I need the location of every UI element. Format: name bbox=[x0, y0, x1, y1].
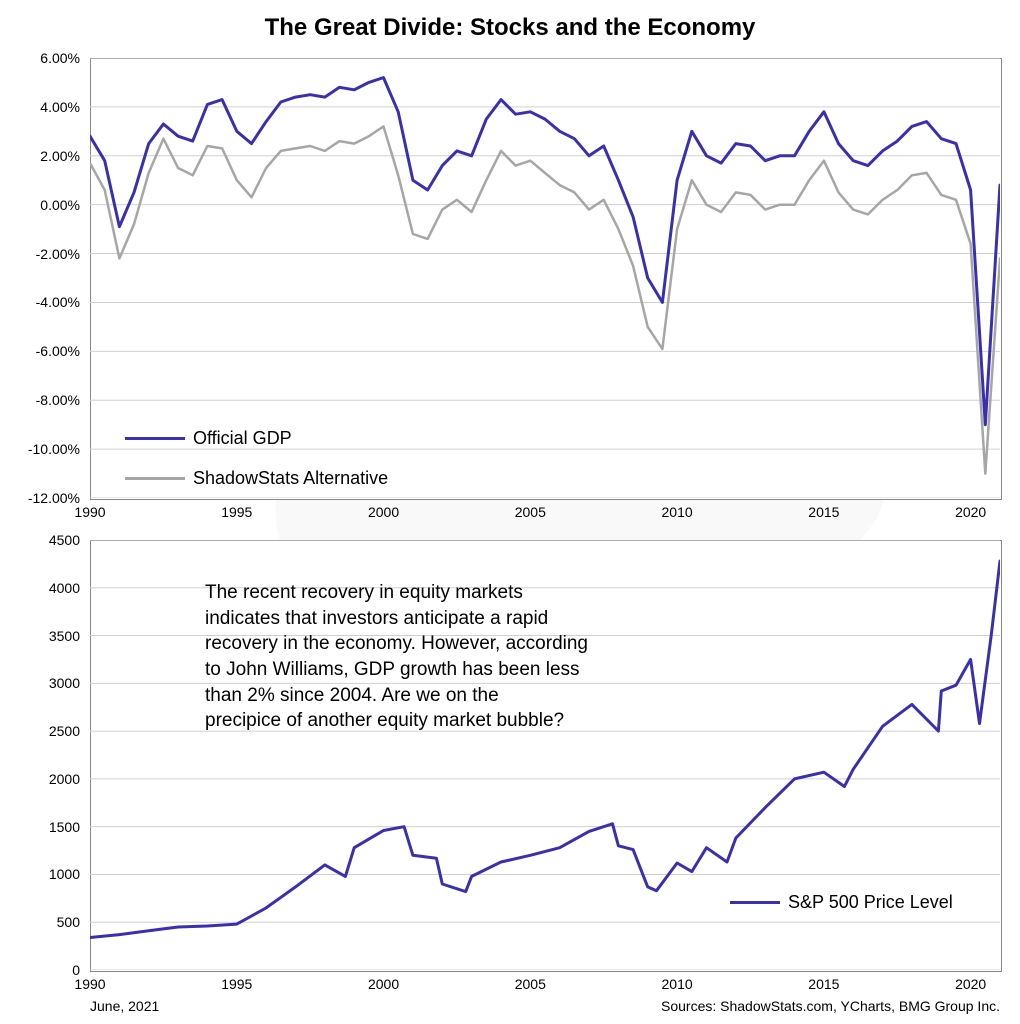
x-tick-label: 2005 bbox=[500, 976, 560, 992]
y-tick-label: 2000 bbox=[0, 771, 80, 787]
legend-official-gdp: Official GDP bbox=[125, 428, 292, 449]
legend-label: ShadowStats Alternative bbox=[193, 468, 388, 489]
series-shadowstats bbox=[90, 126, 1000, 473]
legend-swatch bbox=[125, 437, 185, 440]
y-tick-label: 3000 bbox=[0, 675, 80, 691]
x-tick-label: 2020 bbox=[941, 504, 1001, 520]
series-official-gdp bbox=[90, 78, 1000, 425]
bottom-chart-annotation: The recent recovery in equity markets in… bbox=[205, 580, 588, 734]
y-tick-label: 2.00% bbox=[0, 148, 80, 164]
y-tick-label: -4.00% bbox=[0, 294, 80, 310]
page-title: The Great Divide: Stocks and the Economy bbox=[0, 14, 1020, 42]
legend-swatch bbox=[125, 477, 185, 480]
x-tick-label: 1990 bbox=[60, 504, 120, 520]
legend-label: S&P 500 Price Level bbox=[788, 892, 953, 913]
y-tick-label: 3500 bbox=[0, 628, 80, 644]
footer-sources: Sources: ShadowStats.com, YCharts, BMG G… bbox=[661, 998, 1000, 1014]
x-tick-label: 2000 bbox=[354, 504, 414, 520]
page: The Great Divide: Stocks and the Economy… bbox=[0, 0, 1020, 1024]
y-tick-label: -6.00% bbox=[0, 343, 80, 359]
y-tick-label: 6.00% bbox=[0, 50, 80, 66]
y-tick-label: 2500 bbox=[0, 723, 80, 739]
legend-sp500: S&P 500 Price Level bbox=[730, 892, 953, 913]
y-tick-label: -8.00% bbox=[0, 392, 80, 408]
y-tick-label: 1000 bbox=[0, 866, 80, 882]
y-tick-label: 4.00% bbox=[0, 99, 80, 115]
legend-shadowstats: ShadowStats Alternative bbox=[125, 468, 388, 489]
footer-date: June, 2021 bbox=[90, 998, 159, 1014]
y-tick-label: 1500 bbox=[0, 819, 80, 835]
x-tick-label: 2010 bbox=[647, 504, 707, 520]
legend-label: Official GDP bbox=[193, 428, 292, 449]
legend-swatch bbox=[730, 901, 780, 904]
x-tick-label: 2005 bbox=[500, 504, 560, 520]
y-tick-label: -2.00% bbox=[0, 246, 80, 262]
y-tick-label: 0.00% bbox=[0, 197, 80, 213]
x-tick-label: 2015 bbox=[794, 976, 854, 992]
x-tick-label: 2010 bbox=[647, 976, 707, 992]
x-tick-label: 2000 bbox=[354, 976, 414, 992]
x-tick-label: 1995 bbox=[207, 976, 267, 992]
y-tick-label: -10.00% bbox=[0, 441, 80, 457]
y-tick-label: 4500 bbox=[0, 532, 80, 548]
y-tick-label: 500 bbox=[0, 914, 80, 930]
y-tick-label: 4000 bbox=[0, 580, 80, 596]
x-tick-label: 1990 bbox=[60, 976, 120, 992]
x-tick-label: 2020 bbox=[941, 976, 1001, 992]
x-tick-label: 1995 bbox=[207, 504, 267, 520]
x-tick-label: 2015 bbox=[794, 504, 854, 520]
